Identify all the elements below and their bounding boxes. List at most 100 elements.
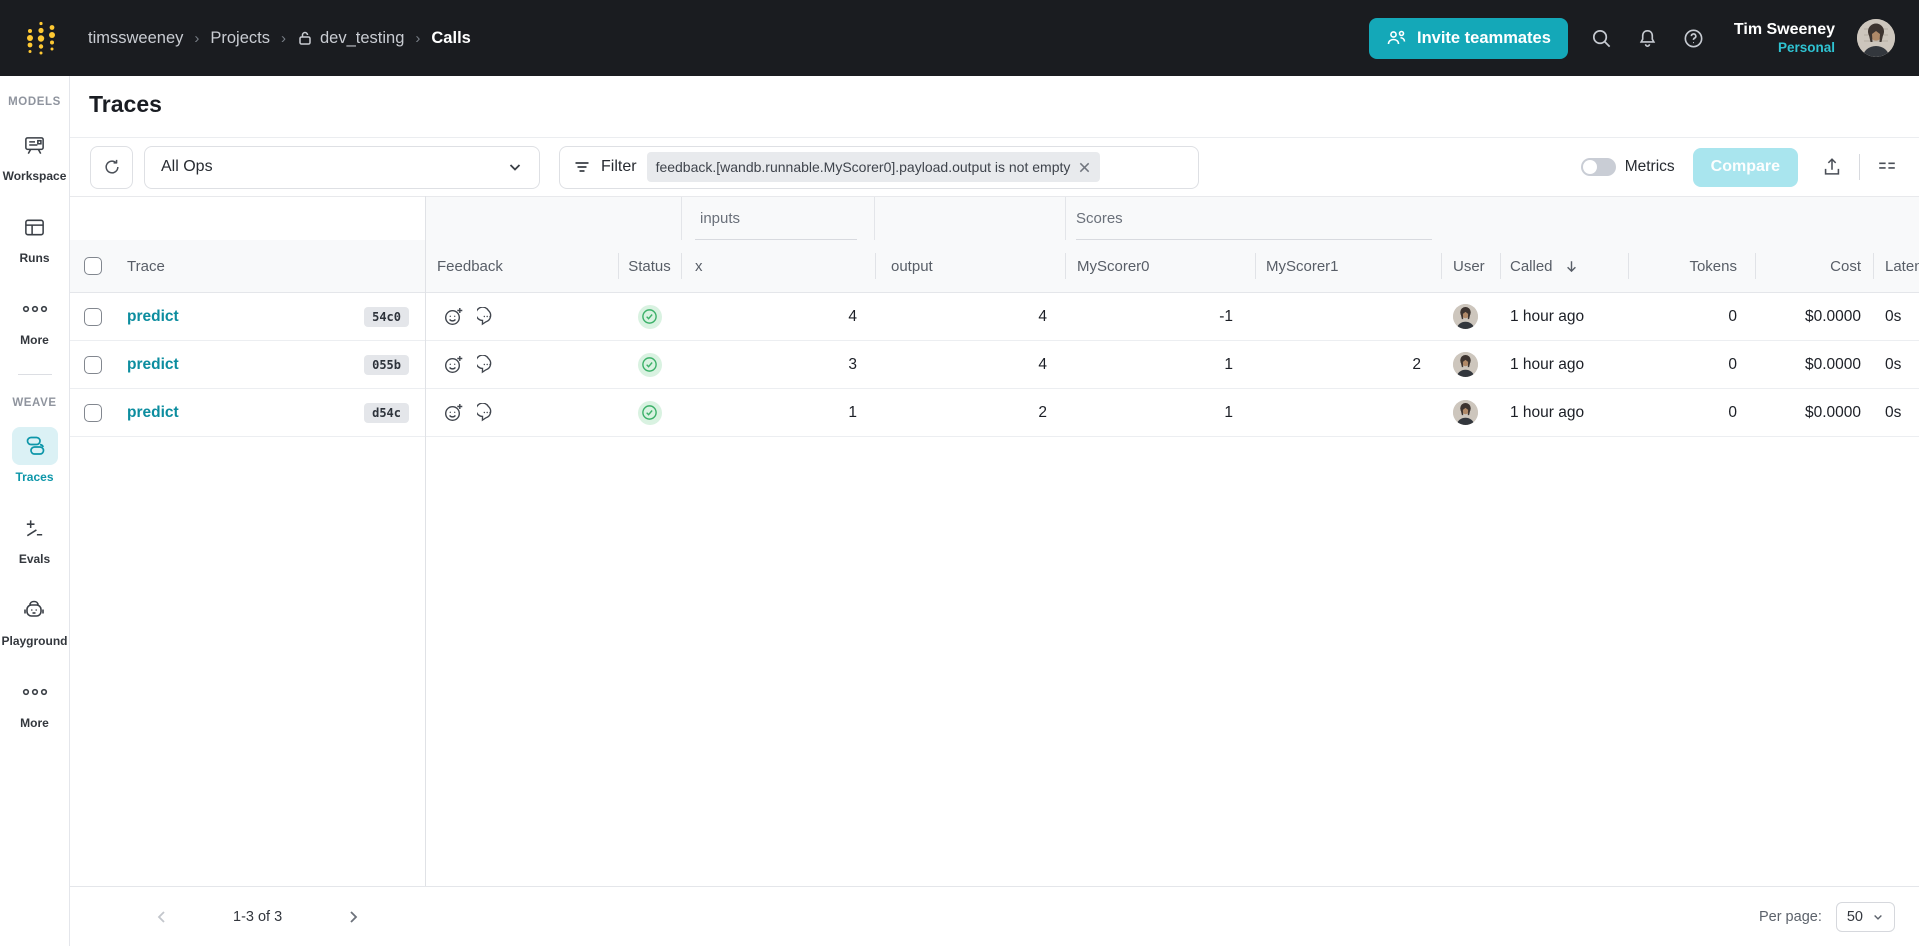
status-cell (618, 293, 681, 340)
call-id-badge[interactable]: 055b (364, 354, 409, 375)
sidebar-item-runs[interactable]: Runs (12, 208, 58, 265)
table-header-row: Trace Feedback Status x output MyScorer0… (70, 240, 1919, 293)
input-x-cell: 1 (848, 403, 857, 421)
group-header-scores: Scores (1065, 197, 1441, 240)
breadcrumb-entity[interactable]: timssweeney (88, 28, 184, 47)
prev-page-button[interactable] (153, 908, 171, 926)
output-cell: 4 (1038, 355, 1047, 373)
call-id-badge[interactable]: d54c (364, 402, 409, 423)
header-myscorer0[interactable]: MyScorer0 (1065, 240, 1255, 292)
table-row[interactable]: predict d54c (70, 389, 1919, 437)
comment-icon[interactable] (477, 354, 497, 375)
sidebar-item-more-weave[interactable]: More (12, 673, 58, 730)
cost-cell: $0.0000 (1804, 403, 1861, 421)
add-reaction-icon[interactable] (443, 306, 464, 327)
sidebar-item-playground[interactable]: Playground (1, 591, 68, 648)
header-user[interactable]: User (1441, 240, 1500, 292)
call-id-badge[interactable]: 54c0 (364, 306, 409, 327)
cost-cell: $0.0000 (1804, 307, 1861, 325)
per-page-value: 50 (1846, 908, 1863, 925)
group-underline (695, 239, 857, 240)
sidebar-item-label: Runs (19, 251, 50, 265)
column-settings-icon[interactable] (1875, 155, 1899, 179)
group-underline (1076, 239, 1432, 240)
compare-button[interactable]: Compare (1692, 147, 1798, 187)
header-label: Status (628, 257, 671, 275)
header-latency[interactable]: Latency (1873, 240, 1919, 292)
header-feedback[interactable]: Feedback (425, 240, 618, 292)
row-checkbox[interactable] (83, 355, 102, 374)
header-called[interactable]: Called (1500, 240, 1628, 292)
table-row[interactable]: predict 54c0 (70, 293, 1919, 341)
op-link[interactable]: predict (127, 403, 179, 421)
notifications-bell-icon[interactable] (1636, 26, 1660, 50)
export-icon[interactable] (1820, 155, 1844, 179)
filter-bar[interactable]: Filter feedback.[wandb.runnable.MyScorer… (559, 145, 1199, 189)
feedback-icons (437, 306, 497, 327)
more-dots-icon (12, 290, 58, 328)
metrics-toggle[interactable] (1580, 158, 1616, 176)
remove-filter-icon[interactable] (1078, 161, 1091, 174)
add-reaction-icon[interactable] (443, 402, 464, 423)
row-select[interactable] (70, 293, 115, 340)
op-link[interactable]: predict (127, 355, 179, 373)
evals-icon (12, 509, 58, 547)
invite-teammates-button[interactable]: Invite teammates (1369, 17, 1568, 59)
main-content: Traces All Ops Filter feedback.[wandb.ru… (70, 76, 1919, 946)
header-tokens[interactable]: Tokens (1628, 240, 1755, 292)
header-select-all[interactable] (70, 240, 115, 292)
header-status[interactable]: Status (618, 240, 681, 292)
user-cell[interactable] (1441, 341, 1500, 388)
filter-chip[interactable]: feedback.[wandb.runnable.MyScorer0].payl… (646, 152, 1101, 182)
comment-icon[interactable] (477, 402, 497, 423)
row-checkbox[interactable] (83, 403, 102, 422)
ops-filter-select[interactable]: All Ops (144, 145, 540, 189)
header-label: Trace (127, 257, 165, 275)
sort-descending-icon[interactable] (1563, 258, 1580, 275)
runs-icon (12, 208, 58, 246)
sidebar-item-workspace[interactable]: Workspace (3, 126, 66, 183)
output-cell: 4 (1038, 307, 1047, 325)
workspace-icon (12, 126, 58, 164)
user-name: Tim Sweeney (1733, 20, 1835, 38)
user-avatar[interactable] (1857, 19, 1895, 57)
sidebar-item-evals[interactable]: Evals (12, 509, 58, 566)
header-myscorer1[interactable]: MyScorer1 (1255, 240, 1441, 292)
help-icon[interactable] (1682, 26, 1706, 50)
myscorer1-cell (1255, 293, 1441, 340)
user-cell[interactable] (1441, 389, 1500, 436)
user-cell[interactable] (1441, 293, 1500, 340)
trace-cell: predict d54c (115, 389, 425, 436)
table-footer: 1-3 of 3 Per page: 50 (70, 886, 1919, 946)
sidebar-weave-header: WEAVE (12, 397, 57, 409)
status-cell (618, 341, 681, 388)
refresh-icon (104, 159, 119, 174)
row-select[interactable] (70, 341, 115, 388)
breadcrumb-project[interactable]: dev_testing (297, 29, 404, 48)
op-link[interactable]: predict (127, 307, 179, 325)
search-icon[interactable] (1590, 26, 1614, 50)
header-label: x (695, 257, 703, 275)
header-cost[interactable]: Cost (1755, 240, 1873, 292)
comment-icon[interactable] (477, 306, 497, 327)
add-reaction-icon[interactable] (443, 354, 464, 375)
wandb-logo-icon[interactable] (24, 18, 58, 58)
row-select[interactable] (70, 389, 115, 436)
pagination: 1-3 of 3 (70, 908, 362, 926)
refresh-button[interactable] (90, 145, 133, 189)
user-block[interactable]: Tim Sweeney Personal (1734, 20, 1835, 57)
feedback-icons (437, 402, 497, 423)
sidebar-item-more-models[interactable]: More (12, 290, 58, 347)
breadcrumb-projects[interactable]: Projects (210, 28, 270, 47)
page-title: Traces (89, 91, 162, 117)
per-page-select[interactable]: 50 (1835, 901, 1895, 932)
table-row[interactable]: predict 055b (70, 341, 1919, 389)
header-input-x[interactable]: x (681, 240, 875, 292)
header-output[interactable]: output (875, 240, 1065, 292)
group-label-inputs: inputs (700, 210, 741, 227)
header-trace[interactable]: Trace (115, 240, 425, 292)
row-checkbox[interactable] (83, 307, 102, 326)
sidebar-item-traces[interactable]: Traces (11, 427, 58, 484)
next-page-button[interactable] (344, 908, 362, 926)
select-all-checkbox[interactable] (83, 257, 102, 275)
